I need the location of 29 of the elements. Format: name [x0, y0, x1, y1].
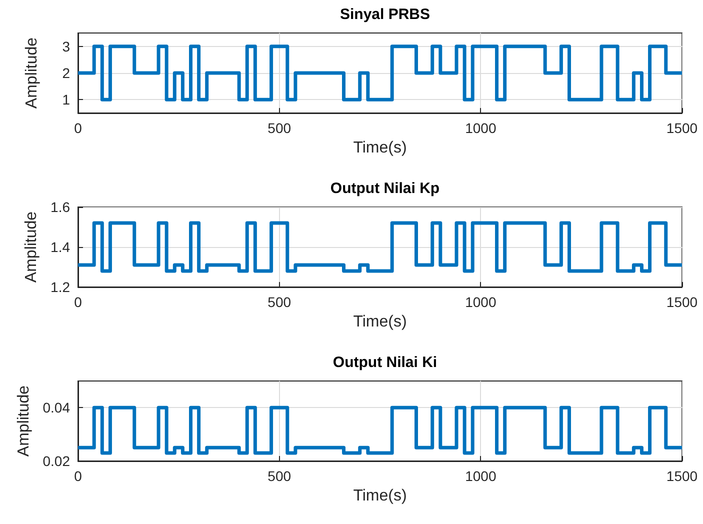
x-tick-label: 500 [268, 120, 292, 136]
x-tick-label: 0 [74, 120, 82, 136]
x-axis-title: Time(s) [353, 314, 407, 330]
x-tick-label: 1000 [465, 294, 496, 310]
x-axis-title: Time(s) [353, 140, 407, 156]
y-tick-label: 1.6 [50, 199, 70, 215]
x-tick-label: 1000 [465, 120, 496, 136]
x-tick-label: 1000 [465, 468, 496, 484]
x-tick-label: 500 [268, 468, 292, 484]
y-tick-label: 0.04 [42, 400, 70, 416]
x-tick-label: 1500 [666, 294, 698, 310]
x-tick-label: 1500 [666, 120, 698, 136]
y-axis-title: Amplitude [24, 37, 40, 109]
y-axis-title: Amplitude [23, 211, 40, 283]
chart-title: Output Nilai Kp [330, 180, 440, 197]
x-tick-label: 500 [268, 294, 292, 310]
x-axis-title: Time(s) [353, 488, 407, 504]
x-tick-label: 1500 [666, 468, 698, 484]
y-tick-label: 2 [62, 65, 70, 81]
y-tick-label: 0.02 [42, 453, 70, 469]
y-tick-label: 1.4 [50, 239, 70, 255]
y-tick-label: 3 [62, 38, 70, 54]
chart-title: Sinyal PRBS [340, 6, 430, 23]
y-axis-title: Amplitude [15, 385, 32, 457]
y-tick-label: 1.2 [50, 279, 70, 295]
x-tick-label: 0 [74, 294, 82, 310]
x-tick-label: 0 [74, 468, 82, 484]
y-tick-label: 1 [62, 92, 70, 108]
chart-title: Output Nilai Ki [332, 354, 438, 371]
